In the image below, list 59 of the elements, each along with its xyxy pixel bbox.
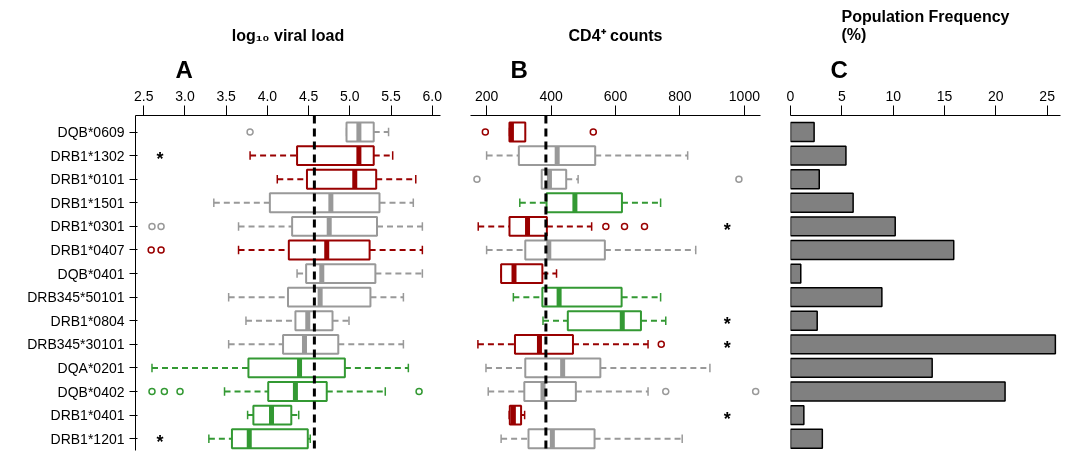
chart-title: Population Frequency (%) [841, 7, 1010, 44]
bar [790, 216, 896, 237]
x-tick-label: 4.5 [298, 87, 319, 104]
annotation: * [723, 337, 731, 358]
bar [790, 121, 815, 143]
x-tick-label: 4.0 [257, 87, 278, 104]
chart-title: CD4⁺ counts [568, 26, 663, 44]
bar [790, 310, 818, 331]
chart-subtitle: C [830, 55, 848, 83]
annotation: * [156, 149, 164, 170]
x-tick-label: 1000 [728, 87, 761, 104]
y-tick-label: DRB1*0804 [50, 312, 125, 329]
y-tick-label: DQB*0401 [57, 265, 125, 282]
y-tick-label: DRB1*0401 [50, 407, 125, 424]
annotation: * [723, 408, 731, 429]
bar [790, 192, 854, 213]
bar [790, 145, 847, 166]
chart-subtitle: B [510, 55, 528, 83]
x-tick-label: 2.5 [134, 87, 154, 104]
bar [790, 334, 1057, 355]
bar [790, 286, 883, 308]
x-tick-label: 25 [1039, 87, 1056, 104]
bar [790, 263, 802, 284]
y-tick-label: DRB345*30101 [27, 336, 125, 353]
annotation: * [723, 314, 731, 335]
x-tick-label: 5.5 [381, 87, 401, 104]
y-tick-label: DQA*0201 [57, 359, 125, 376]
x-tick-label: 20 [988, 87, 1004, 104]
annotation: * [156, 432, 164, 453]
chart-subtitle: A [175, 55, 193, 83]
x-tick-label: 600 [603, 87, 628, 104]
x-tick-label: 10 [885, 87, 902, 104]
x-tick-label: 3.0 [175, 87, 195, 104]
x-tick-label: 800 [668, 87, 692, 104]
bar [790, 239, 955, 261]
bar [790, 428, 824, 449]
chart-title: log₁₀ viral load [231, 26, 345, 44]
bar [790, 169, 820, 190]
y-tick-label: DRB345*50101 [27, 289, 125, 306]
x-tick-label: 5 [837, 87, 846, 104]
y-tick-label: DRB1*0407 [50, 241, 125, 258]
y-tick-label: DQB*0609 [57, 124, 125, 141]
x-tick-label: 3.5 [216, 87, 237, 104]
x-tick-label: 200 [474, 87, 499, 104]
y-tick-label: DRB1*1501 [50, 194, 125, 211]
y-tick-label: DRB1*0301 [50, 218, 125, 235]
y-tick-label: DRB1*1302 [50, 147, 125, 164]
y-tick-label: DRB1*1201 [50, 430, 125, 447]
bar [790, 404, 805, 426]
bar [790, 357, 933, 379]
annotation: * [723, 219, 731, 240]
bar [790, 381, 1006, 402]
x-tick-label: 6.0 [422, 87, 443, 104]
x-tick-label: 0 [786, 87, 795, 104]
x-tick-label: 5.0 [340, 87, 360, 104]
y-tick-label: DRB1*0101 [50, 171, 125, 188]
y-tick-label: DQB*0402 [57, 383, 125, 400]
x-tick-label: 400 [539, 87, 563, 104]
x-tick-label: 15 [936, 87, 953, 104]
